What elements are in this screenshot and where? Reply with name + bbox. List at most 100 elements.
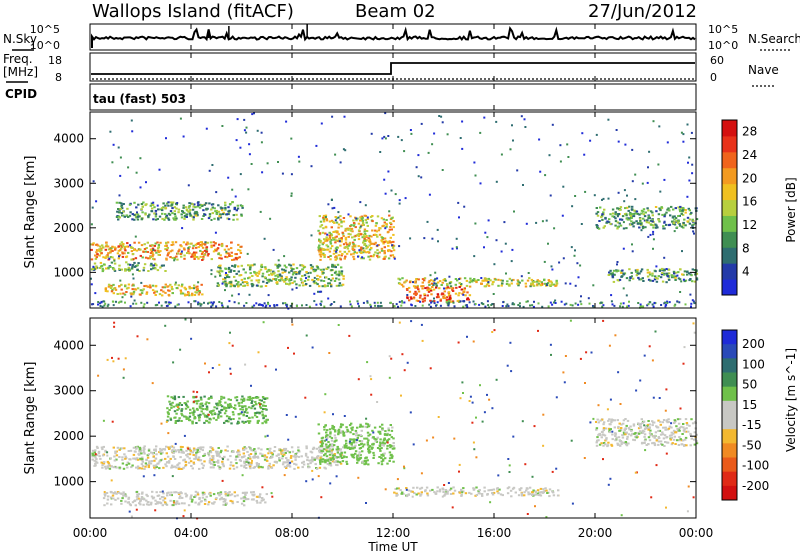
power-cell [531, 279, 533, 281]
power-cell [575, 303, 577, 305]
velocity-cell [216, 451, 218, 453]
velocity-cell [114, 451, 116, 453]
power-cell [211, 219, 213, 221]
power-cell [149, 284, 151, 286]
power-cell [298, 156, 300, 158]
power-cell [400, 305, 402, 307]
power-cell [102, 270, 104, 272]
power-cell [621, 270, 623, 272]
power-cell [496, 181, 498, 183]
velocity-cell [196, 408, 198, 410]
velocity-cell [507, 365, 509, 367]
velocity-cell [401, 492, 403, 494]
power-cell [330, 247, 332, 249]
velocity-cell [336, 475, 338, 477]
power-cell [399, 283, 401, 285]
power-cell [369, 241, 371, 243]
power-cell [613, 281, 615, 283]
power-cell [228, 248, 230, 250]
velocity-cell [107, 499, 109, 501]
power-cell [305, 277, 307, 279]
power-cell [161, 305, 163, 307]
velocity-cell [259, 406, 261, 408]
power-cell [580, 295, 582, 297]
power-cell [364, 231, 366, 233]
velocity-cell [291, 446, 293, 448]
power-cell [462, 291, 464, 293]
velocity-cell [320, 450, 322, 452]
power-cell [603, 198, 605, 200]
power-cell [406, 294, 408, 296]
power-cell [290, 305, 292, 307]
power-cell [665, 304, 667, 306]
power-cell [112, 301, 114, 303]
velocity-cell [630, 430, 632, 432]
power-cell [681, 213, 683, 215]
velocity-cell [143, 498, 145, 500]
power-cell [637, 277, 639, 279]
power-cell [434, 279, 436, 281]
power-cell [337, 264, 339, 266]
velocity-cell [472, 402, 474, 404]
velocity-cell [228, 342, 230, 344]
power-cell [340, 305, 342, 307]
velocity-cell [230, 422, 232, 424]
velocity-cell [201, 463, 203, 465]
power-cell [674, 305, 676, 307]
power-cell [511, 283, 513, 285]
velocity-cell [263, 499, 265, 501]
power-cell [126, 246, 128, 248]
power-cell [186, 209, 188, 211]
velocity-cell [215, 419, 217, 421]
velocity-cell [389, 457, 391, 459]
power-cell [152, 285, 154, 287]
velocity-cell [319, 463, 321, 465]
velocity-cell [262, 414, 264, 416]
velocity-cell [534, 494, 536, 496]
velocity-cell [185, 450, 187, 452]
velocity-cell [122, 463, 124, 465]
velocity-cell [225, 407, 227, 409]
power-cell [570, 304, 572, 306]
power-cell [239, 147, 241, 149]
velocity-cell [174, 396, 176, 398]
power-cell [487, 281, 489, 283]
velocity-cell [209, 418, 211, 420]
power-cell [171, 212, 173, 214]
power-cell [661, 206, 663, 208]
power-cell [431, 283, 433, 285]
power-cell [162, 202, 164, 204]
velocity-cell [529, 493, 531, 495]
power-cell [361, 256, 363, 258]
velocity-cell [242, 474, 244, 476]
power-cell [188, 252, 190, 254]
power-cell [131, 120, 133, 122]
power-cell [483, 246, 485, 248]
velocity-cell [162, 467, 164, 469]
velocity-cell [143, 451, 145, 453]
power-cell [589, 140, 591, 142]
power-cell [479, 132, 481, 134]
power-cell [264, 302, 266, 304]
velocity-cell [279, 460, 281, 462]
velocity-cell [287, 347, 289, 349]
velocity-cell [674, 443, 676, 445]
power-cell [177, 250, 179, 252]
power-cell [310, 267, 312, 269]
power-cell [345, 237, 347, 239]
power-cell [118, 255, 120, 257]
velocity-cell [123, 493, 125, 495]
velocity-cell [429, 490, 431, 492]
velocity-cell [173, 456, 175, 458]
velocity-cell [614, 439, 616, 441]
power-cell [101, 265, 103, 267]
power-cell [614, 217, 616, 219]
power-cell [260, 285, 262, 287]
velocity-cell [580, 358, 582, 360]
power-cell [211, 164, 213, 166]
power-cell [438, 287, 440, 289]
power-cell [622, 215, 624, 217]
power-cell [309, 285, 311, 287]
power-cell [362, 247, 364, 249]
power-cell [662, 225, 664, 227]
